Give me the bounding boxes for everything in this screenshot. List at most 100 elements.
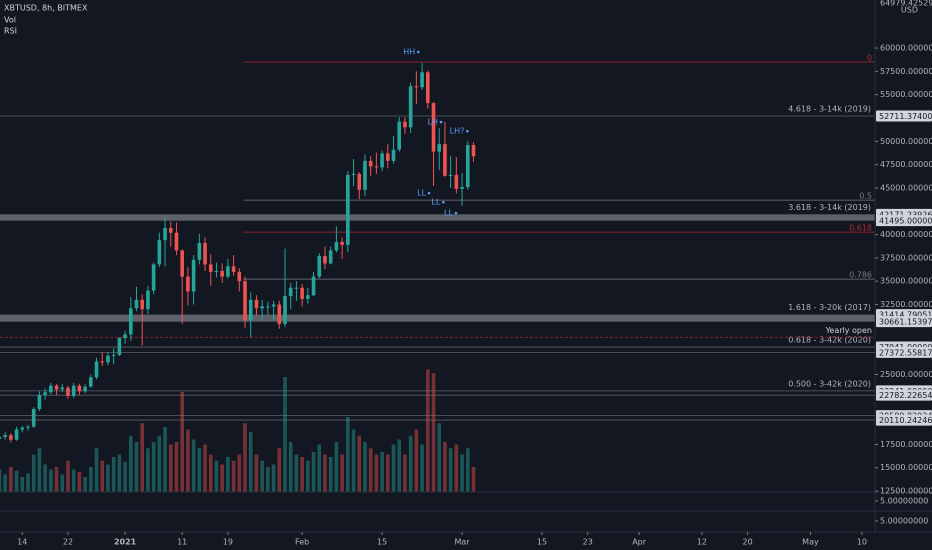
- volume-bar: [111, 457, 116, 492]
- price-label-box: [876, 389, 932, 401]
- x-tick-label: 2021: [114, 538, 137, 547]
- volume-bar: [14, 470, 19, 492]
- volume-bar: [117, 454, 122, 492]
- volume-bar: [408, 435, 413, 492]
- fib-label: 0.618: [849, 224, 872, 233]
- candle-body: [168, 228, 173, 233]
- candle-body: [60, 387, 65, 390]
- volume-bar: [266, 467, 270, 492]
- candle-body: [83, 386, 87, 392]
- candle-body: [128, 308, 133, 335]
- y-tick-label: 32500.00000000: [880, 300, 932, 309]
- level-label: 0.500 - 3-42k (2020): [788, 379, 871, 388]
- price-label-box: [876, 414, 932, 426]
- volume-bar: [306, 460, 310, 492]
- volume-bar: [294, 454, 299, 492]
- candle-body: [294, 287, 299, 289]
- candle-body: [380, 153, 384, 168]
- annotation-dot: [466, 129, 469, 133]
- volume-bar: [151, 442, 156, 492]
- volume-bar: [94, 448, 99, 492]
- candle-body: [140, 299, 145, 310]
- y-tick-label: 35000.00000000: [880, 277, 932, 286]
- annotation-dot: [439, 120, 443, 124]
- indicator-label: Vol: [4, 16, 16, 25]
- price-label: 41495.00000000: [879, 217, 932, 226]
- price-label: 52711.37400603: [879, 112, 932, 121]
- annotation: LL: [417, 189, 426, 198]
- volume-bar: [100, 460, 105, 492]
- y-tick-label: 15000.00000000: [880, 463, 932, 472]
- volume-bar: [277, 448, 282, 492]
- y-tick-label: 17500.00000000: [880, 440, 932, 449]
- volume-bar: [71, 469, 76, 492]
- price-label: 27372.55817875: [879, 348, 932, 357]
- fib-label: 0.5: [859, 192, 872, 201]
- volume-bar: [334, 442, 339, 492]
- candle-body: [94, 361, 99, 378]
- candle-body: [311, 276, 316, 296]
- pane-tick-label: 5.00000000: [880, 517, 928, 526]
- yearly-open-label: Yearly open: [825, 326, 872, 335]
- volume-bar: [37, 448, 42, 492]
- candle-body: [226, 266, 230, 277]
- annotation: LL: [431, 198, 440, 207]
- price-label: 20110.24246012: [879, 416, 932, 425]
- annotation: LH?: [450, 127, 465, 136]
- candle-body: [266, 306, 270, 308]
- volume-bar: [146, 448, 150, 492]
- x-tick-label: Mar: [455, 538, 471, 547]
- volume-bar: [89, 467, 93, 492]
- volume-bar: [260, 460, 264, 492]
- volume-bar: [380, 452, 384, 492]
- candle-body: [288, 287, 293, 297]
- candle-body: [340, 242, 344, 245]
- candle-body: [317, 256, 322, 277]
- fib-label: 0: [867, 54, 872, 63]
- candle-body: [243, 281, 247, 321]
- chart-title: XBTUSD, 8h, BITMEX: [4, 4, 88, 13]
- volume-bar: [397, 439, 402, 492]
- volume-bar: [431, 373, 436, 492]
- volume-bar: [454, 444, 459, 492]
- candle-body: [231, 266, 236, 272]
- volume-bar: [157, 435, 162, 492]
- volume-bar: [311, 452, 316, 492]
- candle-body: [408, 86, 413, 128]
- candle-body: [363, 160, 367, 190]
- price-label: 42171.23926577: [879, 210, 932, 219]
- candle-body: [448, 174, 453, 176]
- volume-bar: [328, 457, 333, 492]
- y-tick-label: 55000.00000000: [880, 90, 932, 99]
- volume-bar: [123, 462, 127, 492]
- candle-body: [14, 429, 19, 440]
- volume-bar: [220, 464, 224, 492]
- level-label: 3.618 - 3-14k (2019): [788, 203, 871, 212]
- x-tick-label: Apr: [632, 538, 647, 547]
- volume-bar: [317, 444, 322, 492]
- candle-body: [66, 387, 70, 396]
- volume-bar: [26, 473, 30, 492]
- volume-bar: [437, 423, 442, 492]
- level-band: [0, 314, 875, 322]
- candle-body: [346, 174, 350, 245]
- y-tick-label: 12500.00000000: [880, 487, 932, 496]
- volume-bar: [425, 369, 430, 492]
- volume-bar: [243, 423, 247, 492]
- volume-bar: [163, 427, 167, 492]
- x-tick-label: 23: [583, 538, 593, 547]
- candle-body: [0, 436, 2, 439]
- y-tick-label: 47500.00000000: [880, 160, 932, 169]
- volume-bar: [49, 469, 53, 492]
- volume-bar: [357, 435, 362, 492]
- candle-body: [146, 290, 150, 310]
- volume-bar: [3, 474, 7, 492]
- candle-body: [334, 242, 339, 251]
- candle-body: [351, 173, 356, 175]
- volume-bar: [168, 444, 173, 492]
- candle-body: [214, 270, 219, 272]
- pane-tick-label: 5.00000000: [880, 497, 928, 506]
- candle-body: [100, 361, 105, 363]
- candle-body: [49, 385, 53, 393]
